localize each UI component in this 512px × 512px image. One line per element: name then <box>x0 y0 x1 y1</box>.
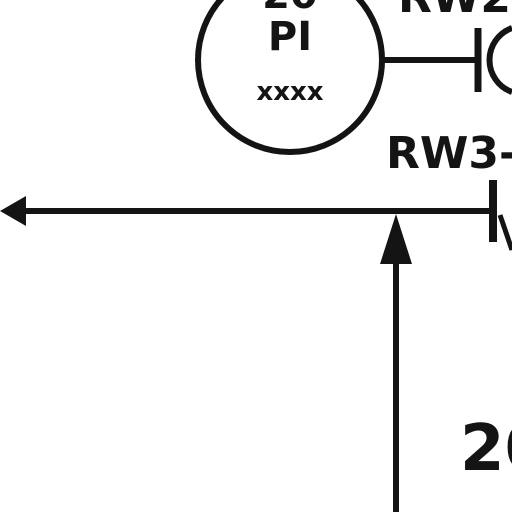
instrument-function: PI <box>268 14 312 60</box>
instrument-loop-id: xxxx <box>256 77 323 107</box>
device-symbol <box>486 25 512 95</box>
up-arrowhead <box>380 214 412 264</box>
mid-line-label: RW3-V <box>386 128 512 179</box>
line-end-stub <box>497 214 512 251</box>
instrument-tag-number: 20 <box>262 0 318 18</box>
top-line-label: RW2 <box>398 0 511 23</box>
bottom-label: 20 <box>460 412 512 486</box>
left-arrowhead <box>0 196 26 226</box>
